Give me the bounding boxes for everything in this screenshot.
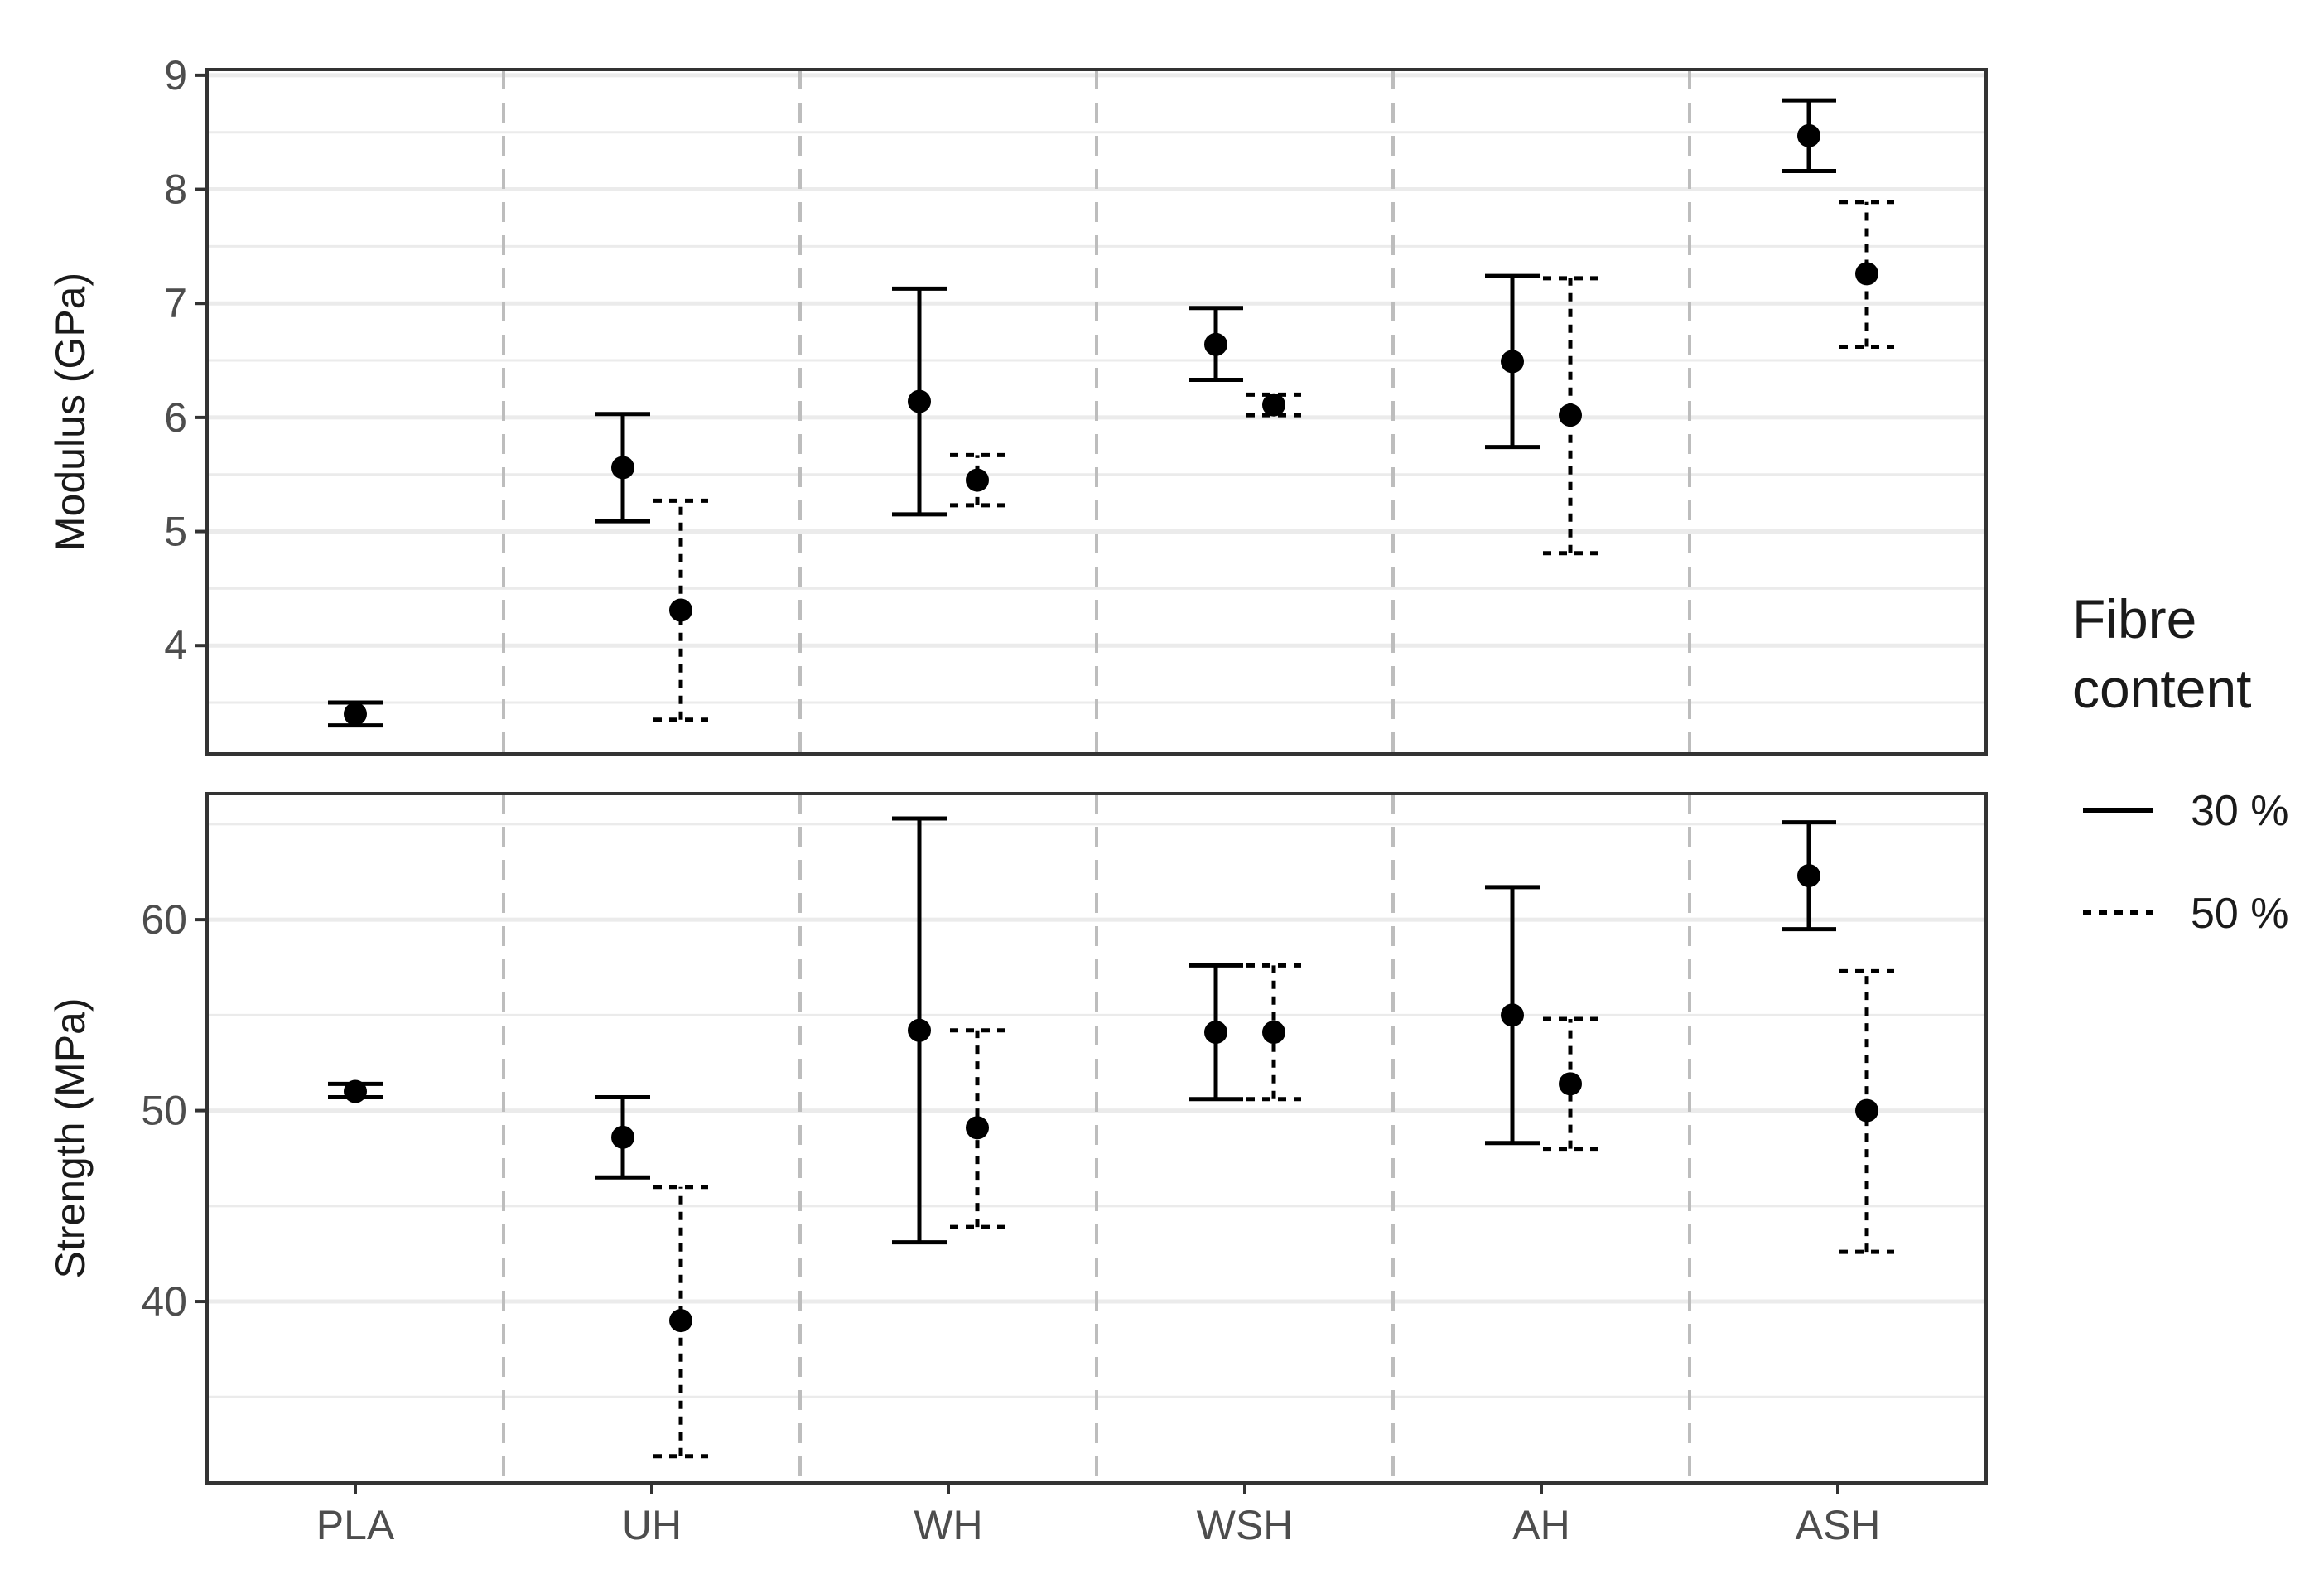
x-tick-label: PLA [316, 1502, 395, 1548]
mean-point [1262, 1021, 1285, 1045]
data-point-UH-dotted [653, 1185, 708, 1459]
mean-point [1855, 1098, 1878, 1123]
x-tick-label: UH [622, 1502, 682, 1548]
mean-point [611, 1125, 634, 1149]
mean-point [344, 702, 367, 726]
legend-label: 50 % [2191, 890, 2289, 938]
data-point-AH-solid [1485, 273, 1540, 450]
mean-point [344, 1079, 367, 1103]
data-point-WSH-solid [1189, 306, 1243, 382]
y-tick-label: 9 [164, 52, 187, 99]
mean-point [966, 1116, 989, 1140]
data-point-UH-dotted [653, 498, 708, 722]
data-point-UH-solid [595, 412, 650, 524]
data-point-WSH-dotted [1246, 392, 1301, 418]
data-point-ASH-solid [1782, 820, 1836, 932]
y-tick-label: 60 [141, 896, 187, 943]
legend: Fibre content 30 % 50 % [2072, 588, 2289, 938]
data-point-WSH-dotted [1246, 963, 1301, 1102]
data-point-WSH-solid [1189, 963, 1243, 1102]
data-point-AH-solid [1485, 885, 1540, 1146]
panel-border [205, 792, 1988, 1485]
data-point-WH-dotted [950, 1028, 1005, 1229]
mean-point [669, 1309, 692, 1333]
data-point-PLA-solid [328, 1079, 383, 1103]
mean-point [908, 389, 931, 413]
y-axis-title: Strength (MPa) [47, 997, 94, 1278]
y-tick-label: 8 [164, 167, 187, 213]
data-point-AH-dotted [1543, 1016, 1598, 1152]
mean-point [1797, 123, 1820, 147]
y-tick-label: 7 [164, 280, 187, 326]
y-tick-label: 40 [141, 1278, 187, 1325]
panel-1: 4 5 6 7 8 9 Modulus (GPa) [47, 52, 1988, 756]
y-axis-title: Modulus (GPa) [47, 273, 94, 551]
mean-point [1204, 1021, 1227, 1045]
y-tick-label: 5 [164, 509, 187, 555]
panel-2: 40 50 60 Strength (MPa) [47, 792, 1988, 1485]
y-tick-label: 50 [141, 1088, 187, 1134]
mean-point [1797, 864, 1820, 888]
mean-point [611, 456, 634, 480]
data-point-ASH-solid [1782, 98, 1836, 174]
data-point-WH-solid [892, 286, 947, 517]
data-point-PLA-solid [328, 700, 383, 728]
data-point-WH-dotted [950, 452, 1005, 508]
x-tick-label: WH [914, 1502, 982, 1548]
x-tick-label: AH [1512, 1502, 1569, 1548]
x-tick-label: ASH [1796, 1502, 1881, 1548]
y-tick-label: 4 [164, 622, 187, 669]
y-tick-label: 6 [164, 394, 187, 441]
mean-point [1204, 332, 1227, 356]
legend-title: Fibre [2072, 588, 2196, 649]
data-point-AH-dotted [1543, 276, 1598, 556]
mean-point [1501, 1003, 1524, 1027]
mean-point [669, 598, 692, 622]
mean-point [1855, 262, 1878, 286]
mean-point [1559, 1072, 1582, 1096]
data-point-WH-solid [892, 816, 947, 1245]
data-point-ASH-dotted [1839, 968, 1894, 1254]
x-tick-label: WSH [1197, 1502, 1294, 1548]
mean-point [966, 468, 989, 492]
mean-point [908, 1018, 931, 1042]
data-point-ASH-dotted [1839, 200, 1894, 350]
panel-border [205, 68, 1988, 756]
legend-title: content [2072, 658, 2252, 719]
legend-label: 30 % [2191, 787, 2289, 835]
mean-point [1262, 393, 1285, 417]
data-point-UH-solid [595, 1094, 650, 1180]
mean-point [1559, 403, 1582, 427]
mean-point [1501, 350, 1524, 374]
